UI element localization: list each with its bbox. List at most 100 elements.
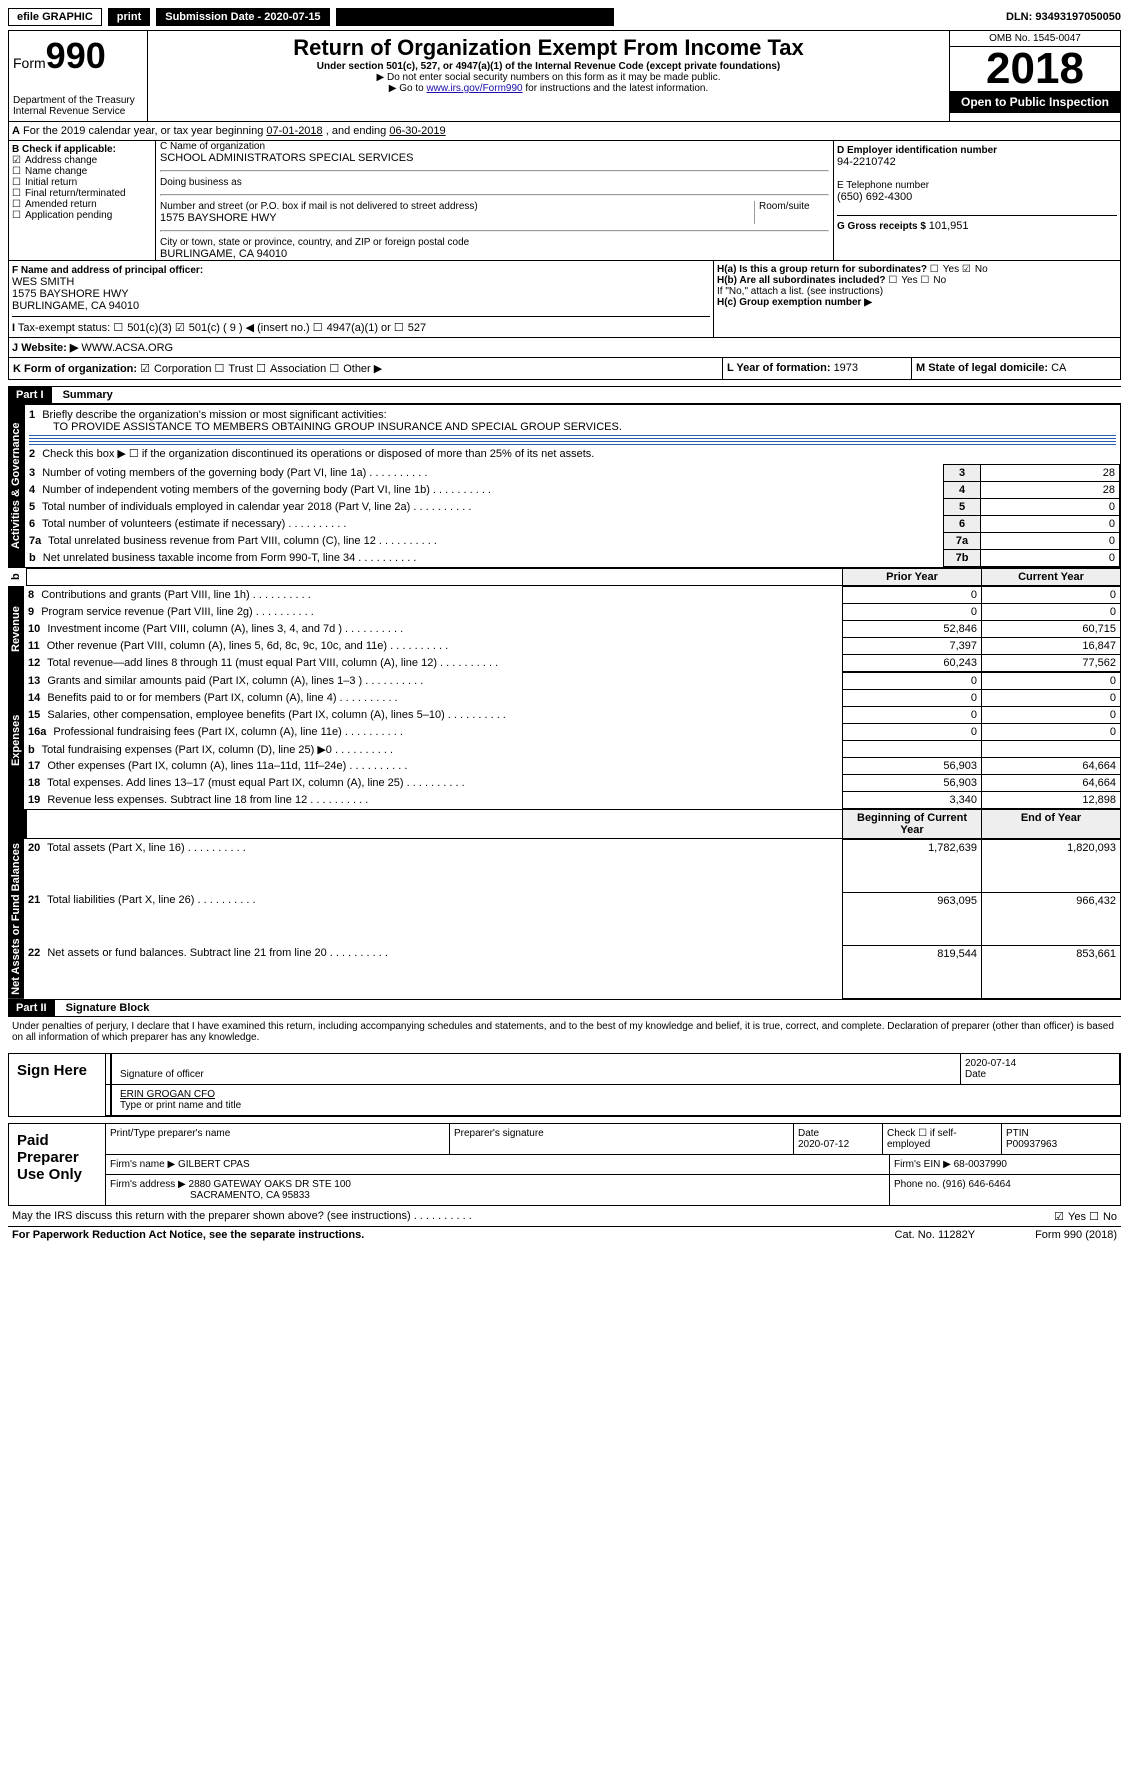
mission-text: TO PROVIDE ASSISTANCE TO MEMBERS OBTAINI… <box>53 421 622 433</box>
sig-date: 2020-07-14 <box>965 1058 1016 1069</box>
officer-city: BURLINGAME, CA 94010 <box>12 300 139 312</box>
firm-ein: 68-0037990 <box>954 1159 1007 1170</box>
financial-line-19: 19 Revenue less expenses. Subtract line … <box>24 792 1121 809</box>
org-name: SCHOOL ADMINISTRATORS SPECIAL SERVICES <box>160 152 829 164</box>
tax-year: 2018 <box>950 47 1120 91</box>
financial-line-12: 12 Total revenue—add lines 8 through 11 … <box>24 655 1121 672</box>
ein-label: D Employer identification number <box>837 145 997 156</box>
check-corporation[interactable]: Corporation <box>140 363 211 375</box>
pp-date: 2020-07-12 <box>798 1139 849 1150</box>
hb-yes[interactable]: Yes <box>888 275 917 286</box>
summary-line-7a: 7a Total unrelated business revenue from… <box>25 533 1120 550</box>
spacer-b: b <box>8 568 26 586</box>
line1-label: Briefly describe the organization's miss… <box>42 409 386 421</box>
col-prior-year: Prior Year <box>843 569 982 586</box>
check-final-return[interactable]: Final return/terminated <box>12 188 126 199</box>
firm-city: SACRAMENTO, CA 95833 <box>190 1190 310 1201</box>
summary-line-3: 3 Number of voting members of the govern… <box>25 465 1120 482</box>
summary-line-7b: b Net unrelated business taxable income … <box>25 550 1120 567</box>
sig-officer-label: Signature of officer <box>120 1069 204 1080</box>
pp-sig-label: Preparer's signature <box>450 1124 794 1154</box>
state-domicile: CA <box>1051 362 1066 374</box>
ha-no[interactable]: No <box>962 264 988 275</box>
part-1-title: Summary <box>63 389 113 401</box>
financial-line-22: 22 Net assets or fund balances. Subtract… <box>24 945 1121 998</box>
signature-block: Sign Here Signature of officer 2020-07-1… <box>8 1053 1121 1117</box>
paperwork-notice: For Paperwork Reduction Act Notice, see … <box>12 1229 364 1241</box>
hb-no[interactable]: No <box>920 275 946 286</box>
ha-yes[interactable]: Yes <box>930 264 959 275</box>
financial-line-9: 9 Program service revenue (Part VIII, li… <box>24 604 1121 621</box>
form-number: Form990 <box>13 35 143 77</box>
check-application-pending[interactable]: Application pending <box>12 210 112 221</box>
dba-label: Doing business as <box>160 177 829 188</box>
discuss-no[interactable]: No <box>1089 1211 1117 1223</box>
cat-number: Cat. No. 11282Y <box>895 1229 976 1241</box>
submission-date-button[interactable]: Submission Date - 2020-07-15 <box>156 8 329 26</box>
officer-addr: 1575 BAYSHORE HWY <box>12 288 129 300</box>
jurat-text: Under penalties of perjury, I declare th… <box>8 1017 1121 1047</box>
financial-line-10: 10 Investment income (Part VIII, column … <box>24 621 1121 638</box>
tax-exempt-label: Tax-exempt status: <box>18 322 110 334</box>
financial-line-18: 18 Total expenses. Add lines 13–17 (must… <box>24 775 1121 792</box>
part-1-header: Part I <box>8 387 52 403</box>
check-amended[interactable]: Amended return <box>12 199 97 210</box>
financial-line-15: 15 Salaries, other compensation, employe… <box>24 707 1121 724</box>
col-end-year: End of Year <box>982 810 1121 839</box>
financial-line-17: 17 Other expenses (Part IX, column (A), … <box>24 758 1121 775</box>
subtitle-2: ▶ Do not enter social security numbers o… <box>158 72 939 83</box>
line2-text: Check this box ▶ ☐ if the organization d… <box>42 448 594 460</box>
tax-period-row: A For the 2019 calendar year, or tax yea… <box>8 122 1121 141</box>
check-501c3[interactable]: 501(c)(3) <box>113 322 172 334</box>
entity-info-block: B Check if applicable: Address change Na… <box>8 141 1121 261</box>
officer-group-block: F Name and address of principal officer:… <box>8 261 1121 338</box>
part-2-header: Part II <box>8 1000 55 1016</box>
check-501c[interactable]: 501(c) ( 9 ) ◀ (insert no.) <box>175 322 310 334</box>
officer-name: WES SMITH <box>12 276 74 288</box>
form-revision: Form 990 (2018) <box>1035 1229 1117 1241</box>
col-current-year: Current Year <box>982 569 1121 586</box>
check-trust[interactable]: Trust <box>215 363 254 375</box>
check-name-change[interactable]: Name change <box>12 166 87 177</box>
ha-label: H(a) Is this a group return for subordin… <box>717 264 927 275</box>
check-other[interactable]: Other ▶ <box>329 363 382 375</box>
submission-label: Submission Date - <box>165 11 264 23</box>
block-b-label: B Check if applicable: <box>12 144 116 155</box>
sign-here-label: Sign Here <box>9 1054 106 1116</box>
ein-value: 94-2210742 <box>837 156 1117 168</box>
check-address-change[interactable]: Address change <box>12 155 97 166</box>
part1-body: Activities & Governance 1 Briefly descri… <box>8 404 1121 568</box>
subtitle-3: ▶ Go to www.irs.gov/Form990 for instruct… <box>158 83 939 94</box>
submission-date: 2020-07-15 <box>264 11 320 23</box>
hb-note: If "No," attach a list. (see instruction… <box>717 286 1117 297</box>
vlabel-net-assets: Net Assets or Fund Balances <box>8 839 24 999</box>
vlabel-governance: Activities & Governance <box>8 404 24 568</box>
phone-label: E Telephone number <box>837 180 1117 191</box>
year-formation: 1973 <box>834 362 858 374</box>
block-k-label: K Form of organization: <box>13 363 137 375</box>
city-state-zip: BURLINGAME, CA 94010 <box>160 248 829 260</box>
hb-label: H(b) Are all subordinates included? <box>717 275 886 286</box>
part-2-title: Signature Block <box>66 1002 150 1014</box>
discuss-yes[interactable]: Yes <box>1054 1211 1086 1223</box>
state-domicile-label: M State of legal domicile: <box>916 362 1051 374</box>
org-name-label: C Name of organization <box>160 141 829 152</box>
subtitle-1: Under section 501(c), 527, or 4947(a)(1)… <box>158 61 939 72</box>
irs-link[interactable]: www.irs.gov/Form990 <box>426 83 522 94</box>
addr-label: Number and street (or P.O. box if mail i… <box>160 201 754 212</box>
efile-graphic-button[interactable]: efile GRAPHIC <box>8 8 102 26</box>
check-association[interactable]: Association <box>256 363 326 375</box>
check-4947[interactable]: 4947(a)(1) or <box>313 322 391 334</box>
hc-label: H(c) Group exemption number ▶ <box>717 297 872 308</box>
summary-line-5: 5 Total number of individuals employed i… <box>25 499 1120 516</box>
print-button[interactable]: print <box>108 8 150 26</box>
check-527[interactable]: 527 <box>394 322 426 334</box>
dln-label: DLN: 93493197050050 <box>1006 11 1121 23</box>
firm-name: GILBERT CPAS <box>178 1159 250 1170</box>
check-initial-return[interactable]: Initial return <box>12 177 77 188</box>
firm-address: 2880 GATEWAY OAKS DR STE 100 <box>189 1179 351 1190</box>
financial-line-11: 11 Other revenue (Part VIII, column (A),… <box>24 638 1121 655</box>
pp-self-employed[interactable]: Check ☐ if self-employed <box>883 1124 1002 1154</box>
dept-treasury: Department of the Treasury Internal Reve… <box>13 95 143 117</box>
financial-line-21: 21 Total liabilities (Part X, line 26) 9… <box>24 892 1121 945</box>
